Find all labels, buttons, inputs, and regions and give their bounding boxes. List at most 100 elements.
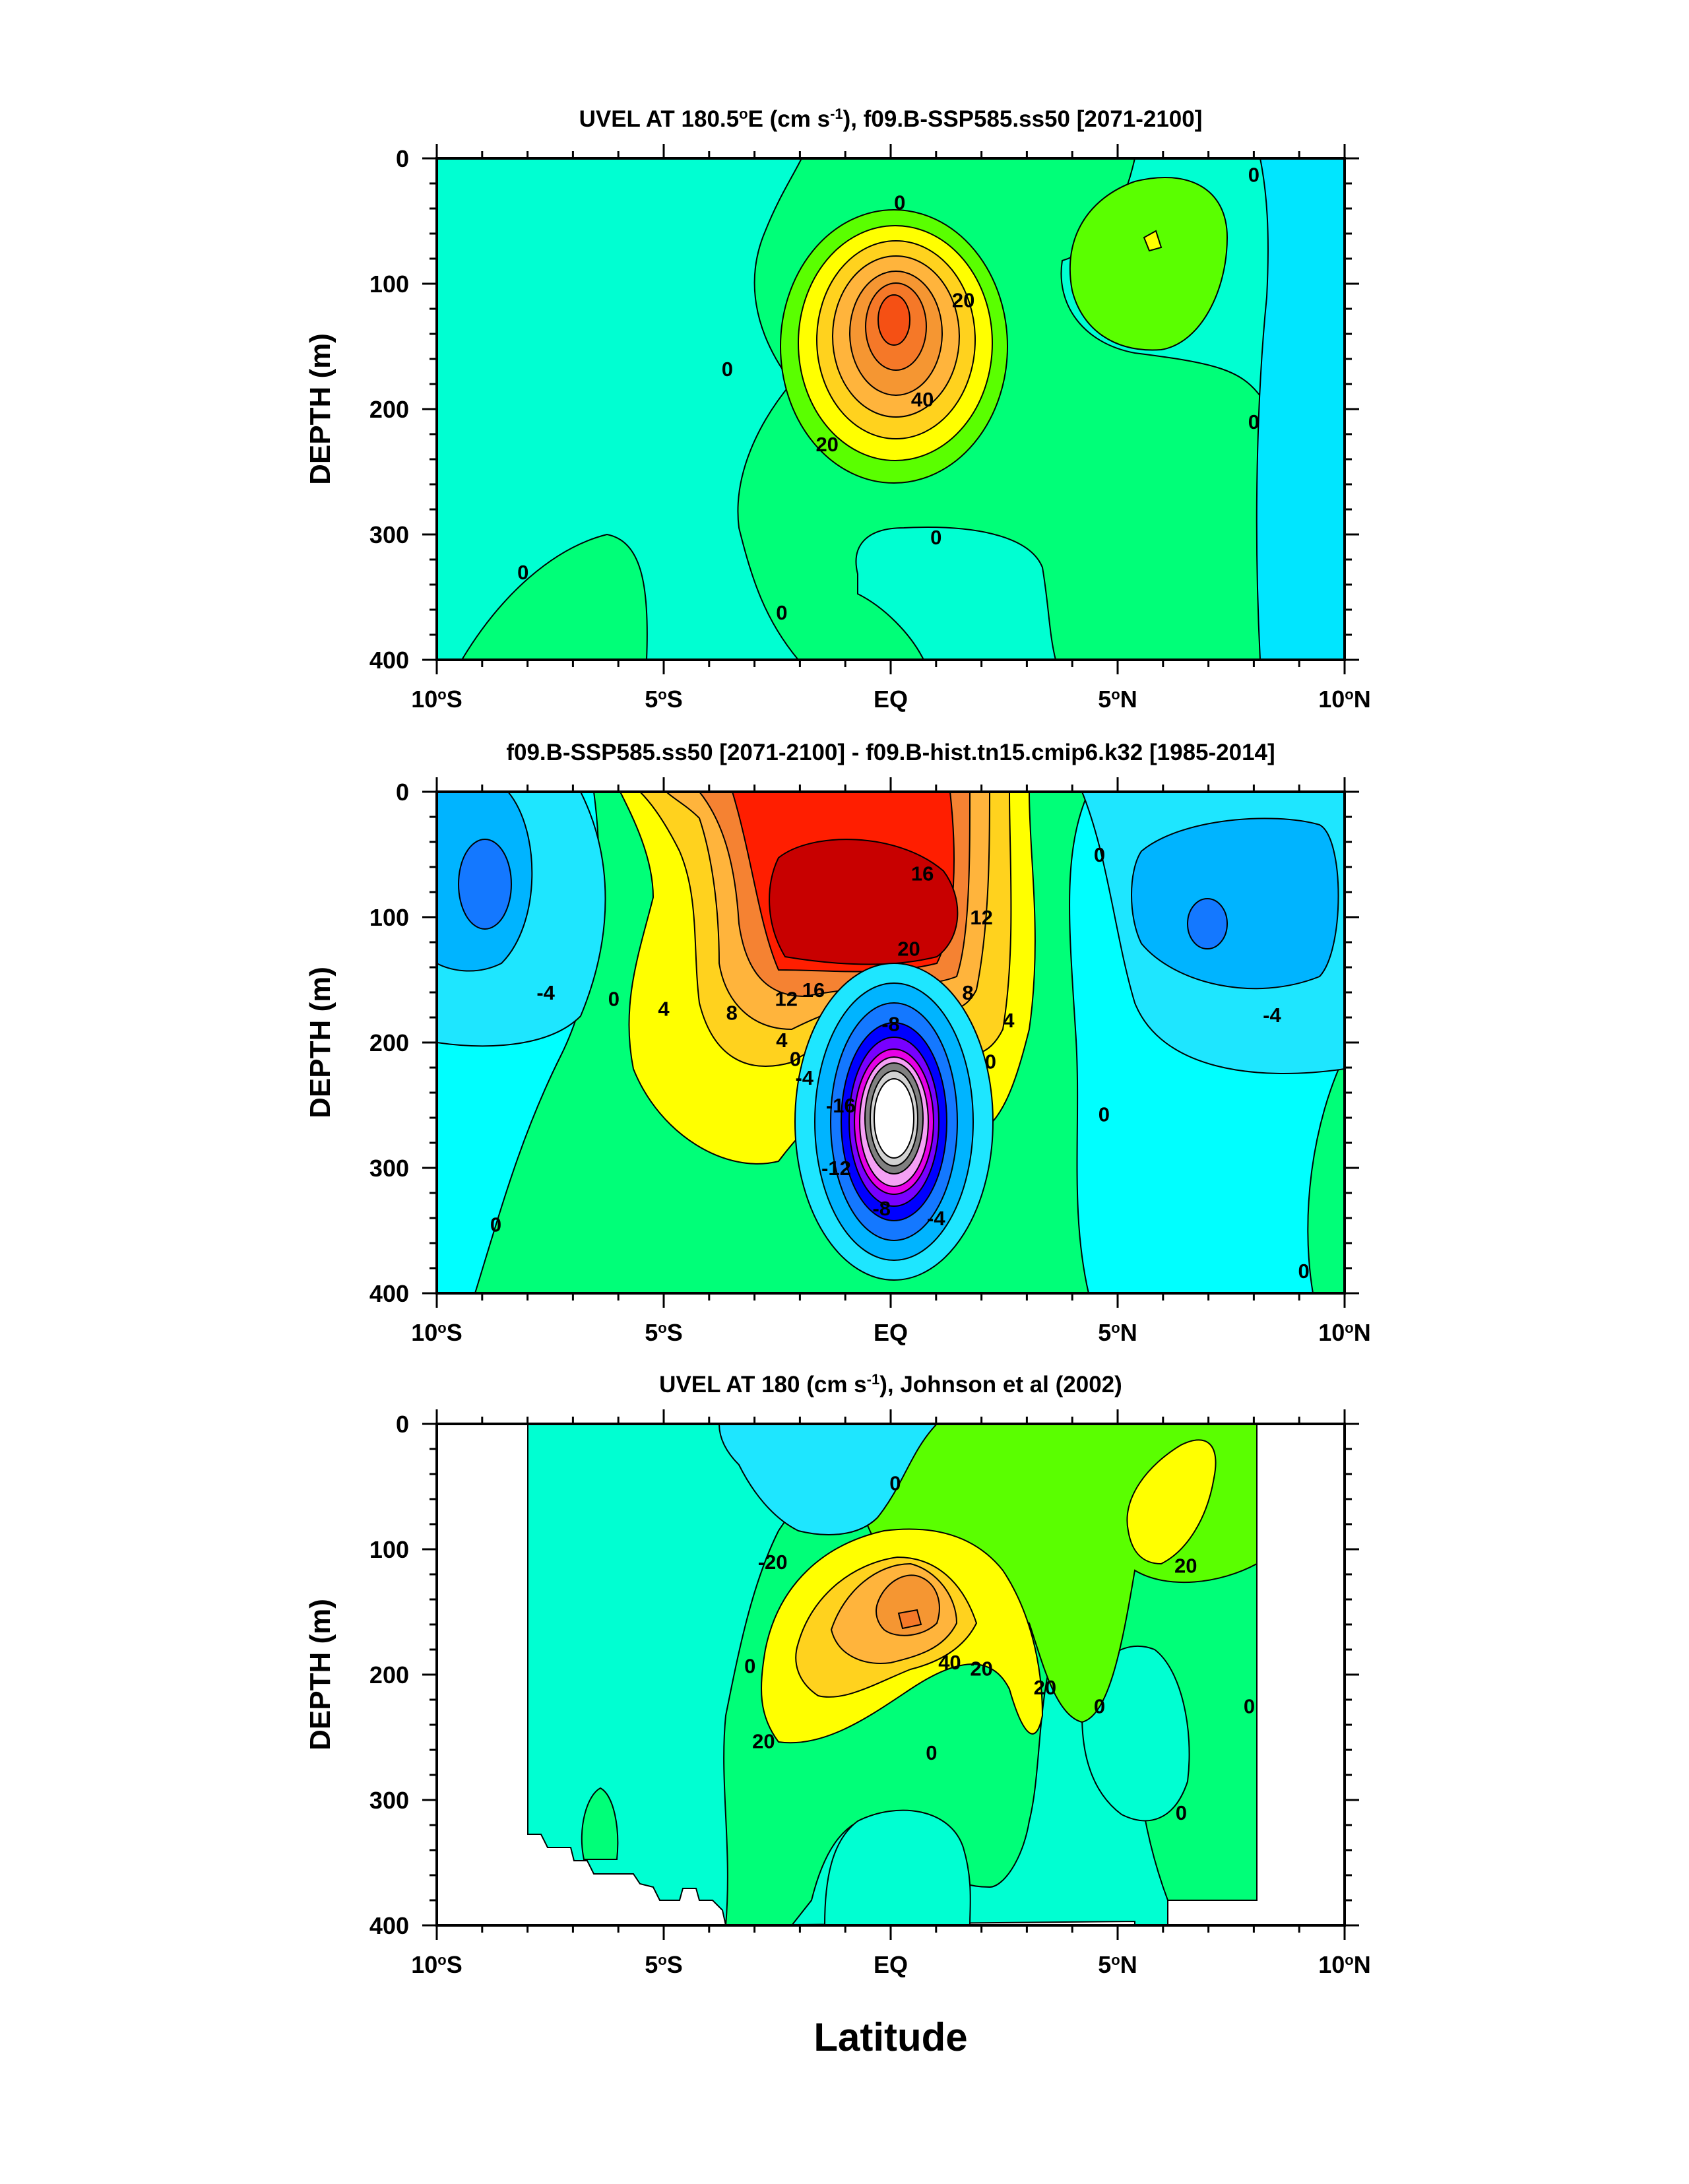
contour-label: 12 [775,988,798,1011]
contour-label: -4 [1263,1004,1281,1027]
x-tick-label: EQ [874,1951,908,1978]
contour-label: -4 [536,981,555,1004]
panel-1-field [437,158,1345,660]
x-tick-label: 5oN [1098,1319,1137,1346]
panel-3-fill-aqua-inner [823,1809,971,1925]
contour-label: 40 [938,1651,961,1674]
panel-1-fill-cyan-e [1256,158,1345,660]
panel-1-fill-aqua-s [855,527,1057,660]
contour-label: 0 [930,526,941,549]
contour-label: 0 [1248,164,1259,187]
x-tick-label: EQ [874,1319,908,1346]
contour-label: 20 [897,938,920,961]
y-tick-label: 100 [369,271,409,298]
panel-1-fill-red-core [877,294,910,346]
panel-3-fill-orange [876,1574,940,1636]
y-axis-label: DEPTH (m) [304,967,336,1118]
contour-label: 0 [1298,1260,1309,1283]
contour-label: 20 [1174,1555,1197,1578]
contour-label: 0 [722,358,733,381]
contour-label: 0 [790,1048,801,1071]
contour-label: 12 [970,906,992,929]
contour-label: -12 [821,1157,851,1180]
contour-label: 0 [1094,1695,1105,1718]
contour-label: 0 [1244,1695,1255,1718]
contour-label: 0 [744,1655,755,1678]
contour-label: 0 [894,191,905,214]
x-axis-label: Latitude [813,2015,967,2059]
x-tick-label: 10oS [411,1319,462,1346]
contour-label: 8 [962,981,973,1004]
contour-label: 0 [1099,1103,1110,1126]
panel-3-fill-orangered [897,1609,922,1630]
y-tick-label: 300 [369,1787,409,1814]
contour-label: 40 [911,388,934,411]
y-tick-label: 400 [369,1912,409,1939]
panel-3-fill-yellow-ne [1126,1439,1217,1565]
panel-3-fill-aqua-inner-e [1081,1646,1190,1822]
contour-label: 20 [752,1730,775,1753]
y-tick-label: 300 [369,521,409,548]
panel-2-fill-skyblue-e [1131,818,1339,990]
x-tick-label: 5oS [645,1319,683,1346]
contour-label: 20 [815,433,838,456]
panel-2-fill-blue-w [458,839,512,930]
contour-label: -4 [927,1207,945,1230]
panel-2-title: f09.B-SSP585.ss50 [2071-2100] - f09.B-hi… [506,740,1275,765]
panel-2-fill-blue-e [1187,898,1228,949]
y-tick-label: 100 [369,1536,409,1563]
panel-1-fill-green-sw [461,533,648,660]
x-tick-label: 5oS [645,686,683,713]
panel-3-title: UVEL AT 180 (cm s-1), Johnson et al (200… [659,1371,1122,1398]
x-tick-label: 5oS [645,1951,683,1978]
contour-label: 4 [658,998,670,1021]
contour-label: -8 [881,1013,900,1036]
contour-label: 0 [608,988,620,1011]
contour-label: 16 [802,979,825,1002]
contour-label: 20 [1034,1676,1056,1699]
panel-3-field [437,1424,1345,1925]
y-tick-label: 200 [369,1661,409,1688]
contour-label: 0 [776,601,787,624]
x-tick-label: 10oN [1318,1319,1371,1346]
contour-label: 8 [726,1001,738,1024]
y-tick-label: 300 [369,1155,409,1182]
contour-label: -4 [795,1066,813,1089]
x-tick-label: 10oS [411,1951,462,1978]
y-tick-label: 0 [396,145,409,172]
y-tick-label: 100 [369,904,409,931]
contour-label: 4 [776,1029,788,1052]
panel-1-title: UVEL AT 180.5oE (cm s-1), f09.B-SSP585.s… [579,106,1203,133]
contour-label: -20 [758,1551,788,1574]
contour-label: 4 [1003,1009,1015,1032]
panel-2-fill-darkred [769,839,959,965]
panel-1: UVEL AT 180.5oE (cm s-1), f09.B-SSP585.s… [304,106,1371,713]
y-tick-label: 200 [369,1029,409,1056]
panel-3-fill-sky [718,1424,938,1535]
y-tick-label: 400 [369,647,409,674]
y-axis-label: DEPTH (m) [304,333,336,485]
contour-label: 20 [970,1657,992,1681]
contour-label: 20 [952,289,974,312]
y-tick-label: 200 [369,396,409,423]
x-tick-label: EQ [874,686,908,713]
contour-label: 0 [1248,410,1259,434]
x-tick-label: 10oN [1318,686,1371,713]
panel-1-fill-lime-ne [1069,176,1228,351]
y-axis-label: DEPTH (m) [304,1599,336,1750]
y-tick-label: 0 [396,779,409,806]
panel-3-fill-green-w [581,1787,619,1860]
panel-2: f09.B-SSP585.ss50 [2071-2100] - f09.B-hi… [304,740,1371,1346]
panel-2-field [437,792,1345,1293]
x-tick-label: 5oN [1098,1951,1137,1978]
panel-2-fill-white-core [874,1078,914,1159]
panel-1-fill-yellow-ne [1143,230,1163,252]
contour-label: -8 [872,1197,891,1220]
x-tick-label: 10oS [411,686,462,713]
y-tick-label: 0 [396,1411,409,1438]
contour-label: 0 [1094,843,1105,866]
contour-label: 0 [985,1050,996,1074]
x-tick-label: 10oN [1318,1951,1371,1978]
contour-label: 0 [1176,1801,1187,1824]
